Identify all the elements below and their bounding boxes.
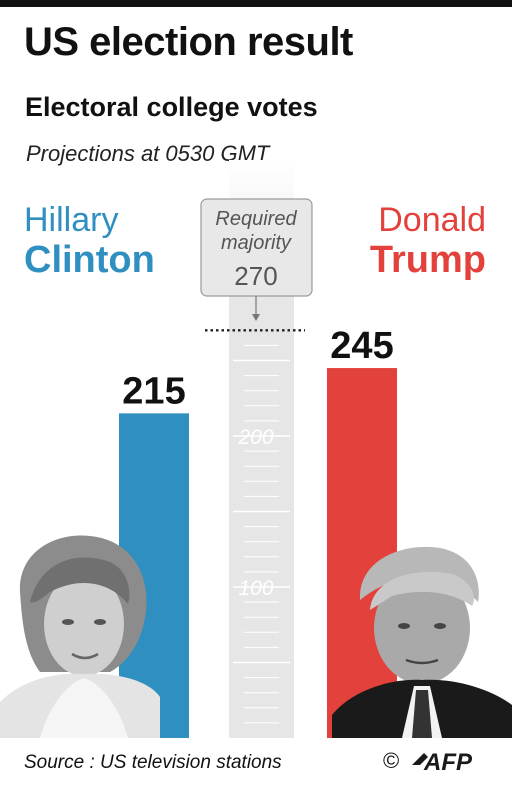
- bar-trump: [327, 368, 397, 738]
- trump-first-name: Donald: [378, 201, 486, 239]
- copyright-symbol: ©: [383, 748, 400, 773]
- scale-tick-label: 200: [237, 426, 273, 449]
- trump-last-name: Trump: [369, 239, 486, 281]
- afp-logo: AFP: [412, 749, 473, 776]
- clinton-first-name: Hillary: [24, 201, 119, 239]
- projection-note: Projections at 0530 GMT: [26, 141, 270, 166]
- page-title: US election result: [24, 20, 353, 64]
- vote-chart: 200 100 Required majority 270 215 245: [119, 160, 397, 738]
- candidate-trump: Donald Trump: [370, 203, 486, 279]
- svg-text:AFP: AFP: [423, 749, 473, 776]
- scale-tick-label: 100: [238, 577, 273, 600]
- subtitle: Electoral college votes: [25, 92, 318, 122]
- clinton-last-name: Clinton: [24, 239, 155, 281]
- majority-box: Required majority 270: [200, 198, 313, 297]
- majority-value: 270: [234, 261, 277, 291]
- scale-minor-ticks: [233, 344, 290, 724]
- majority-arrowhead: [252, 314, 260, 321]
- majority-label-line1: Required: [215, 208, 297, 230]
- candidate-clinton: Hillary Clinton: [24, 203, 155, 279]
- source-note: Source : US television stations: [24, 752, 282, 773]
- bar-value-clinton: 215: [122, 370, 185, 412]
- top-rule: [0, 0, 512, 7]
- majority-label-line2: majority: [221, 232, 292, 254]
- trump-portrait: [332, 546, 512, 738]
- clinton-portrait: [0, 535, 160, 738]
- bar-value-trump: 245: [330, 325, 393, 367]
